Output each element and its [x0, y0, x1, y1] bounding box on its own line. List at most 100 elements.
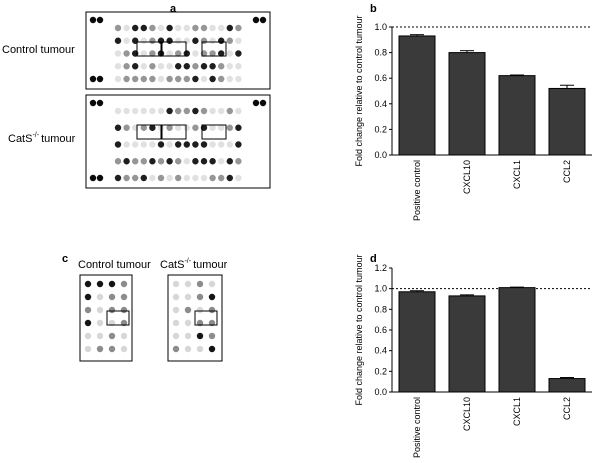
- blot-dot: [166, 158, 173, 165]
- blot-dot: [200, 63, 208, 70]
- blot-dot: [209, 124, 216, 131]
- blot-dot: [235, 75, 242, 83]
- blot-dot: [84, 345, 92, 353]
- blot-dot: [184, 306, 192, 314]
- bar: [498, 75, 536, 156]
- blot-dot: [132, 174, 139, 182]
- blot-dot: [226, 37, 233, 44]
- blot-dot: [172, 293, 180, 301]
- blot-dot: [235, 124, 242, 131]
- blot-dot: [149, 24, 156, 32]
- blot-dot: [208, 306, 216, 314]
- blot-dot: [140, 37, 147, 44]
- blot-dot: [196, 345, 204, 353]
- blot-dot: [218, 174, 225, 182]
- blot-dot: [200, 75, 208, 83]
- blot-dot: [123, 24, 130, 32]
- blot-dot: [84, 332, 92, 340]
- bar: [448, 52, 486, 156]
- blot-dot: [140, 24, 147, 32]
- blot-label: Control tumour: [2, 44, 75, 56]
- blot-dot: [96, 280, 104, 288]
- blot-dot: [175, 37, 182, 44]
- blot-dot: [192, 124, 199, 131]
- blot-dot: [192, 75, 199, 83]
- blot-dot: [226, 50, 233, 57]
- blot-label: CatS-/- tumour: [160, 258, 228, 271]
- blot-dot: [208, 293, 216, 301]
- blot-dot: [208, 332, 216, 340]
- blot-dot: [123, 158, 130, 165]
- blot-dot: [200, 174, 208, 182]
- blot-dot: [184, 280, 192, 288]
- blot-dot: [175, 174, 182, 182]
- blot-dot: [108, 280, 116, 288]
- highlight-box: [161, 124, 187, 140]
- blot-dot: [166, 50, 173, 57]
- blot-dot: [183, 63, 190, 70]
- y-tick-label: 0.2: [374, 366, 387, 376]
- blot-dot: [184, 345, 192, 353]
- blot-dot: [218, 24, 225, 32]
- blot-dot: [209, 174, 216, 182]
- y-axis-label: Fold change relative to control tumour: [354, 15, 364, 166]
- blot-dot: [149, 158, 156, 165]
- blot-dot: [114, 75, 122, 83]
- blot-dot: [149, 141, 156, 148]
- blot-dot: [226, 158, 233, 165]
- blot-dot: [218, 50, 225, 57]
- blot-dot: [149, 124, 156, 131]
- blot-dot: [140, 50, 147, 57]
- x-tick-label: CXCL10: [462, 397, 472, 431]
- blot-dot: [157, 107, 165, 115]
- blot-dot: [132, 24, 139, 32]
- blot-dot: [166, 107, 173, 115]
- blot-dot: [226, 124, 233, 131]
- blot-dot: [218, 107, 225, 115]
- blot-dot: [149, 107, 156, 115]
- label-part: tumour: [193, 259, 228, 271]
- blot-dot: [209, 37, 216, 44]
- panel-label: d: [370, 253, 377, 265]
- blot-dot: [132, 75, 139, 83]
- blot-dot: [183, 141, 190, 148]
- highlight-box: [194, 310, 218, 326]
- blot-dot: [209, 24, 216, 32]
- blot-dot: [84, 280, 92, 288]
- blot-dot: [120, 332, 128, 340]
- blot-dot: [252, 16, 260, 24]
- blot-dot: [114, 63, 122, 70]
- x-tick-label: CXCL10: [462, 160, 472, 194]
- blot-dot: [196, 293, 204, 301]
- blot-dot: [183, 124, 190, 131]
- blot-images: [79, 11, 271, 362]
- blot-dot: [149, 75, 156, 83]
- blot-dot: [192, 107, 199, 115]
- blot-dot: [218, 124, 225, 131]
- blot-dot: [259, 99, 267, 107]
- blot-dot: [235, 158, 242, 165]
- highlight-box: [201, 124, 227, 140]
- blot-dot: [96, 319, 104, 327]
- blot-dot: [175, 24, 182, 32]
- x-tick-label: Positive control: [412, 397, 422, 458]
- blot-dot: [123, 50, 130, 57]
- blot-dot: [157, 158, 165, 165]
- blot-dot: [183, 174, 190, 182]
- panel-label: b: [370, 3, 377, 15]
- blot-dot: [183, 50, 190, 57]
- blot-dot: [149, 174, 156, 182]
- label-part: CatS: [160, 259, 184, 271]
- blot-dot: [235, 63, 242, 70]
- blot-dot: [140, 75, 147, 83]
- y-tick-label: 0.6: [374, 73, 387, 83]
- highlight-box: [201, 41, 227, 57]
- blot-dot: [192, 50, 199, 57]
- panel-label: c: [62, 253, 68, 265]
- blot-dot: [96, 306, 104, 314]
- blot-dot: [196, 306, 204, 314]
- blot-dot: [192, 63, 199, 70]
- blot-dot: [196, 332, 204, 340]
- blot-dot: [175, 158, 182, 165]
- blot-dot: [209, 141, 216, 148]
